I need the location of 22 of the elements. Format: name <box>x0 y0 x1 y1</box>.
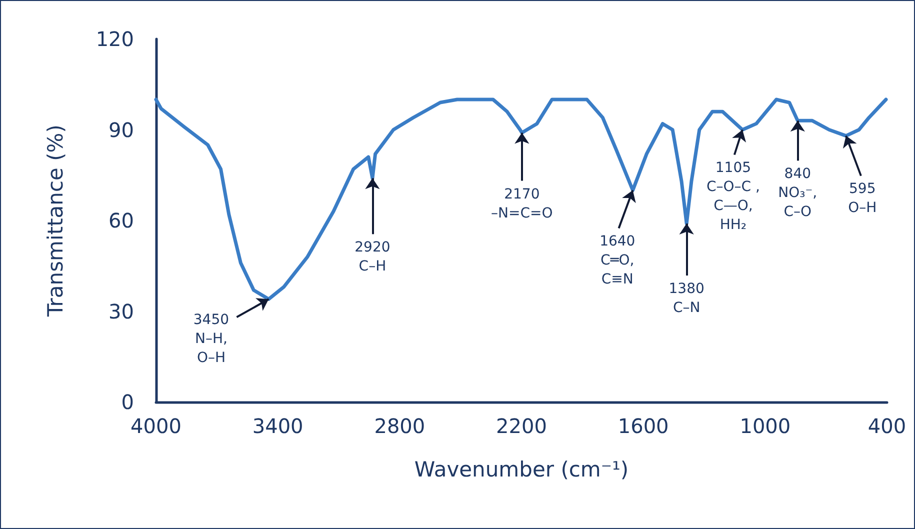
annotation: 2920 C–H <box>354 240 390 275</box>
y-axis-title: Transmittance (%) <box>44 124 68 318</box>
annotation: 3450 N–H, O–H <box>193 312 230 366</box>
y-tick-label: 120 <box>96 27 134 51</box>
y-tick-label: 0 <box>121 390 134 414</box>
x-tick-label: 400 <box>868 414 906 438</box>
annotation: 2170 –N=C=O <box>491 186 553 222</box>
annotation: 1640 C═O, C≡N <box>600 234 636 288</box>
y-tick-label: 90 <box>108 118 134 142</box>
x-tick-label: 1000 <box>740 414 791 438</box>
x-tick-label: 2200 <box>496 414 547 438</box>
annotation: 840 NO₃⁻, C–O <box>778 166 818 220</box>
annotation: 595 O–H <box>848 181 877 216</box>
x-tick-label: 3400 <box>252 414 304 438</box>
y-tick-label: 30 <box>108 299 134 324</box>
x-tick-label: 4000 <box>130 414 182 438</box>
x-tick-label: 2800 <box>374 414 426 438</box>
annotation: 1105 C–O–C , C—O, HH₂ <box>706 160 760 234</box>
x-tick-label: 1600 <box>618 414 669 438</box>
x-axis-title: Wavenumber (cm⁻¹) <box>414 458 629 482</box>
y-tick-label: 60 <box>108 208 134 232</box>
annotation: 1380 C–N <box>668 281 704 316</box>
